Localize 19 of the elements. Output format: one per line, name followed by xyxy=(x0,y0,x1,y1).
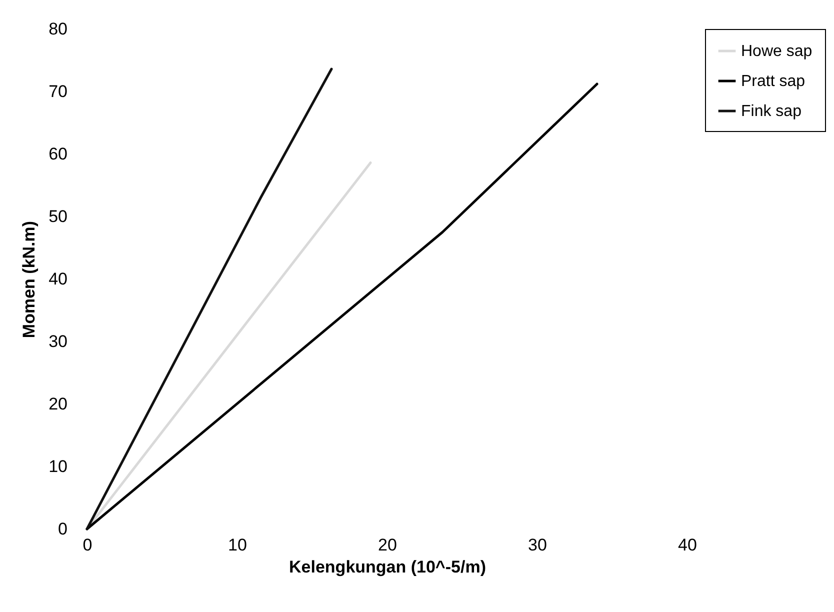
y-tick-label: 70 xyxy=(48,82,68,101)
y-tick-label: 0 xyxy=(58,520,68,538)
legend-label: Fink sap xyxy=(741,103,802,120)
y-tick-label: 20 xyxy=(48,394,68,414)
y-axis-title: Momen (kN.m) xyxy=(20,220,39,338)
y-tick-label: 30 xyxy=(48,332,68,351)
x-tick-label: 10 xyxy=(228,536,247,554)
y-tick-label: 10 xyxy=(48,457,68,476)
y-tick-label: 50 xyxy=(48,207,68,226)
y-tick-label: 80 xyxy=(48,20,68,38)
legend-label: Pratt sap xyxy=(741,73,806,90)
x-tick-label: 0 xyxy=(82,536,92,554)
x-tick-label: 40 xyxy=(678,536,697,554)
y-tick-label: 60 xyxy=(48,144,68,164)
x-axis-title: Kelengkungan (10^-5/m) xyxy=(289,558,486,576)
x-tick-label: 20 xyxy=(378,536,397,554)
y-tick-label: 40 xyxy=(48,270,68,288)
x-tick-label: 30 xyxy=(528,536,547,554)
legend-label: Howe sap xyxy=(741,43,812,60)
